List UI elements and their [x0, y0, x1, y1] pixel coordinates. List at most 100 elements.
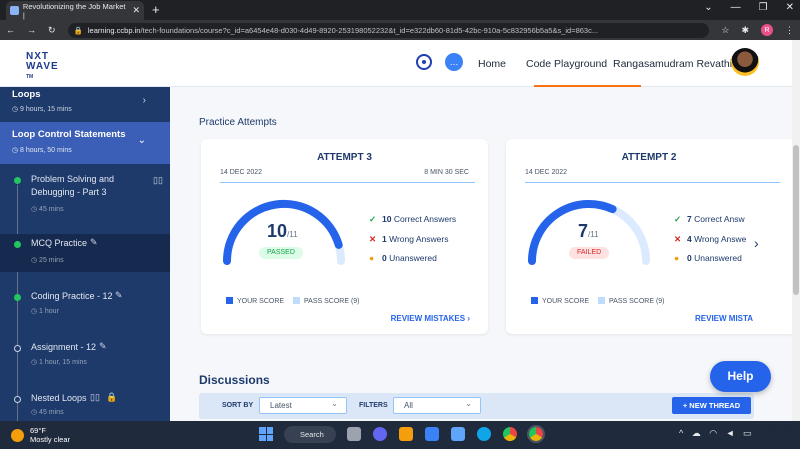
menu-icon[interactable]: ⋮: [785, 24, 794, 35]
chrome-active-icon[interactable]: [527, 425, 545, 443]
forward-icon[interactable]: →: [27, 25, 36, 35]
mail-icon[interactable]: [425, 427, 439, 441]
sidebar-topic-loop-control[interactable]: Loop Control Statements ◷ 8 hours, 50 mi…: [0, 122, 170, 164]
item-label: MCQ Practice: [31, 238, 88, 248]
clock[interactable]: 9:05 PM 12/14/2022: [754, 424, 792, 444]
teams-icon[interactable]: [373, 427, 387, 441]
scrollbar-thumb[interactable]: [793, 145, 799, 295]
help-button[interactable]: Help: [710, 361, 771, 392]
extensions-icon[interactable]: ✱: [741, 24, 749, 35]
score-value: 10/11: [267, 221, 298, 241]
sidebar-topic-loops[interactable]: Loops ◷ 9 hours, 15 mins ›: [0, 87, 170, 122]
completed-dot: [14, 177, 21, 184]
chevron-right-icon[interactable]: ›: [754, 235, 759, 251]
item-duration: ◷ 1 hour, 15 mins: [31, 359, 87, 366]
attempt-title: ATTEMPT 3: [317, 152, 372, 163]
check-icon: ✓: [674, 214, 682, 224]
chevron-down-icon: ⌄: [331, 399, 338, 408]
review-mistakes-link[interactable]: REVIEW MISTA: [695, 314, 754, 323]
reload-icon[interactable]: ↻: [48, 24, 56, 35]
sidebar-item-assignment[interactable]: Assignment - 12 ✎ ◷ 1 hour, 15 mins: [0, 341, 170, 373]
browser-tab-bar: Revolutionizing the Job Market | ✕ + ⌄ —…: [0, 0, 800, 20]
legend-your-score: YOUR SCORE: [531, 297, 589, 305]
attempt-card: ATTEMPT 2 14 DEC 2022 7/11 FAILED ✓ 7 Cor…: [506, 139, 792, 334]
completed-dot: [14, 241, 21, 248]
task-view-icon[interactable]: [347, 427, 361, 441]
close-icon[interactable]: ✕: [132, 5, 140, 15]
score-gauge: [528, 199, 650, 265]
item-duration: ◷ 45 mins: [31, 206, 64, 213]
file-explorer-icon[interactable]: [399, 427, 413, 441]
wrong-stat: ✕ 1 Wrong Answers: [369, 234, 449, 244]
status-badge: FAILED: [569, 247, 610, 259]
filter-value: All: [404, 401, 413, 410]
timer-icon[interactable]: [416, 54, 432, 70]
attempt-title: ATTEMPT 2: [621, 152, 677, 163]
pending-dot: [14, 345, 21, 352]
cross-icon: ✕: [674, 234, 682, 244]
username[interactable]: Rangasamudram Revathi: [613, 58, 733, 70]
logo[interactable]: NXT WAVE TM: [26, 52, 59, 82]
course-sidebar: Loops ◷ 9 hours, 15 mins › Loop Control …: [0, 87, 170, 421]
clock-date: 12/14/2022: [754, 434, 792, 443]
sidebar-item-nested-loops[interactable]: Nested Loops ▯▯ 🔒 ◷ 45 mins: [0, 392, 170, 421]
item-label: Nested Loops: [31, 393, 87, 403]
store-icon[interactable]: [451, 427, 465, 441]
practice-attempts-title: Practice Attempts: [199, 117, 277, 128]
item-duration: ◷ 25 mins: [31, 257, 64, 264]
sort-label: SORT BY: [222, 402, 254, 409]
attempt-card: ATTEMPT 3 14 DEC 2022 8 MIN 30 SEC 10/11…: [201, 139, 488, 334]
cross-icon: ✕: [369, 234, 377, 244]
status-badge: PASSED: [259, 247, 303, 259]
item-duration: ◷ 1 hour: [31, 308, 59, 315]
sidebar-item-problem-solving[interactable]: Problem Solving and Debugging - Part 3 ◷ …: [0, 174, 170, 215]
legend-your-score: YOUR SCORE: [226, 297, 284, 305]
url-input[interactable]: 🔒 learning.ccbp.in/tech-foundations/cour…: [67, 22, 710, 38]
new-thread-button[interactable]: + NEW THREAD: [672, 397, 751, 414]
sidebar-item-coding-practice[interactable]: Coding Practice - 12 ✎ ◷ 1 hour: [0, 290, 170, 322]
url-path: /tech-foundations/course?c_id=a6454e48-d…: [140, 25, 599, 35]
sort-select[interactable]: Latest ⌄: [259, 397, 347, 414]
wrong-stat: ✕ 4 Wrong Answe: [674, 234, 747, 244]
unanswered-stat: ● 0 Unanswered: [674, 253, 742, 263]
edit-icon: ✎: [115, 290, 123, 300]
close-window-icon[interactable]: ✕: [785, 2, 794, 13]
item-duration: ◷ 45 mins: [31, 409, 64, 416]
start-icon[interactable]: [259, 427, 273, 441]
dot-icon: ●: [674, 253, 680, 263]
filter-select[interactable]: All ⌄: [393, 397, 481, 414]
maximize-icon[interactable]: ❐: [758, 2, 768, 13]
back-icon[interactable]: ←: [6, 25, 15, 35]
star-icon[interactable]: ☆: [721, 24, 730, 35]
system-tray[interactable]: ^ ☁ ◠ ◄ ▭: [679, 428, 755, 438]
browser-tab[interactable]: Revolutionizing the Job Market | ✕: [6, 1, 144, 20]
clock-time: 9:05 PM: [762, 424, 790, 433]
weather-icon[interactable]: [11, 429, 24, 442]
nav-home[interactable]: Home: [478, 58, 507, 70]
review-mistakes-link[interactable]: REVIEW MISTAKES ›: [390, 314, 470, 323]
gauge-fill: [528, 199, 617, 265]
logo-line1: NXT: [26, 51, 49, 62]
new-tab-icon[interactable]: +: [152, 2, 160, 17]
profile-avatar[interactable]: R: [761, 24, 773, 36]
unanswered-stat: ● 0 Unanswered: [369, 253, 437, 263]
logo-line2: WAVE: [26, 61, 59, 72]
minimize-icon[interactable]: —: [730, 2, 741, 13]
divider: [220, 182, 475, 183]
chrome-icon[interactable]: [503, 427, 517, 441]
chevron-right-icon: ›: [142, 95, 146, 106]
legend-pass-score: PASS SCORE (9): [293, 297, 360, 305]
divider: [525, 182, 780, 183]
sidebar-item-mcq-practice[interactable]: MCQ Practice ✎ ◷ 25 mins: [0, 237, 170, 269]
chevron-down-icon[interactable]: ⌄: [704, 2, 713, 13]
book-icon: ▯▯: [90, 392, 100, 402]
lock-icon: 🔒: [106, 392, 118, 402]
weather-widget[interactable]: 69°F Mostly clear: [30, 426, 70, 444]
chat-icon[interactable]: …: [445, 53, 463, 71]
avatar[interactable]: [731, 48, 759, 76]
nav-code-playground[interactable]: Code Playground: [526, 58, 608, 70]
correct-stat: ✓ 10 Correct Answers: [369, 214, 457, 224]
active-item-highlight: [0, 234, 170, 272]
taskbar-search[interactable]: Search: [284, 426, 336, 443]
edge-icon[interactable]: [477, 427, 491, 441]
